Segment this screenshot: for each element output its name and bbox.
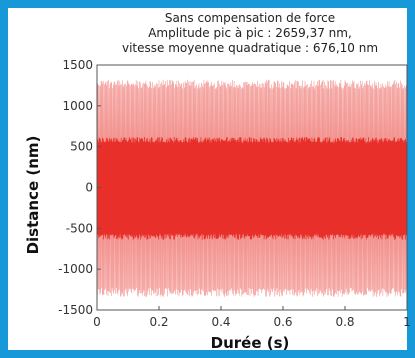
x-tick-label: 0.2 [149,315,168,329]
x-tick-label: 0.4 [211,315,230,329]
chart-subtitle-line-2: vitesse moyenne quadratique : 676,10 nm [122,41,378,55]
x-tick-label: 1 [403,315,411,329]
y-tick-label: 0 [85,181,93,195]
chart-subtitle-line-1: Amplitude pic à pic : 2659,37 nm, [148,26,352,40]
x-axis-label: Durée (s) [211,334,290,352]
y-tick-label: -500 [66,221,93,235]
y-tick-label: 1000 [62,99,93,113]
x-tick-label: 0.6 [273,315,292,329]
y-axis-label: Distance (nm) [24,136,42,255]
x-tick-label: 0 [93,315,101,329]
y-tick-label: 500 [70,140,93,154]
signal-core [97,141,407,235]
y-tick-label: 1500 [62,58,93,72]
x-tick-label: 0.8 [335,315,354,329]
y-tick-label: -1000 [58,262,93,276]
chart-title: Sans compensation de force [165,11,335,25]
plot-area [96,64,408,311]
y-tick-label: -1500 [58,303,93,317]
